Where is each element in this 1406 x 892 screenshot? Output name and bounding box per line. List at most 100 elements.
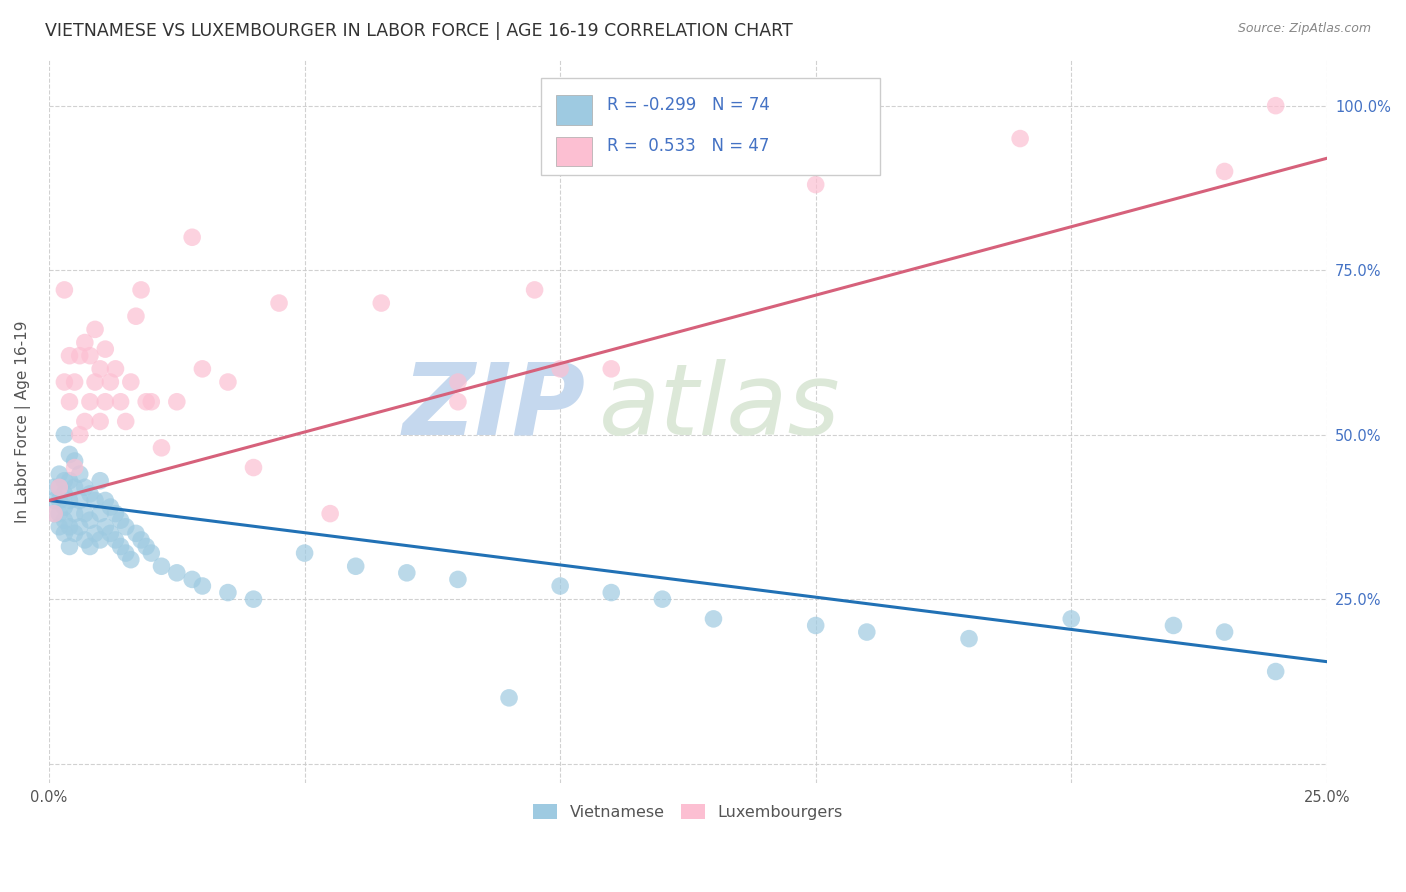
Point — [79, 513, 101, 527]
Point — [53, 487, 76, 501]
FancyBboxPatch shape — [557, 136, 592, 167]
Point — [73, 415, 96, 429]
Point — [63, 375, 86, 389]
Point — [957, 632, 980, 646]
Point — [125, 310, 148, 324]
Point — [94, 493, 117, 508]
Point — [69, 427, 91, 442]
Point — [94, 394, 117, 409]
Point — [319, 507, 342, 521]
Point — [395, 566, 418, 580]
Point — [89, 507, 111, 521]
Point — [84, 526, 107, 541]
Point — [79, 349, 101, 363]
Point — [217, 585, 239, 599]
Point — [84, 493, 107, 508]
Point — [53, 526, 76, 541]
Point — [53, 474, 76, 488]
Point — [53, 500, 76, 514]
Point — [63, 507, 86, 521]
Y-axis label: In Labor Force | Age 16-19: In Labor Force | Age 16-19 — [15, 320, 31, 523]
Point — [58, 540, 80, 554]
Point — [600, 585, 623, 599]
Text: VIETNAMESE VS LUXEMBOURGER IN LABOR FORCE | AGE 16-19 CORRELATION CHART: VIETNAMESE VS LUXEMBOURGER IN LABOR FORC… — [45, 22, 793, 40]
Point — [141, 394, 163, 409]
Point — [69, 520, 91, 534]
Point — [84, 375, 107, 389]
Point — [53, 375, 76, 389]
Text: R =  0.533   N = 47: R = 0.533 N = 47 — [607, 137, 770, 155]
Point — [150, 559, 173, 574]
Point — [120, 552, 142, 566]
Point — [94, 342, 117, 356]
Point — [1213, 625, 1236, 640]
Point — [73, 335, 96, 350]
Text: atlas: atlas — [599, 359, 841, 456]
Point — [48, 480, 70, 494]
Point — [110, 394, 132, 409]
Text: R = -0.299   N = 74: R = -0.299 N = 74 — [607, 96, 770, 114]
Point — [129, 283, 152, 297]
Point — [150, 441, 173, 455]
Point — [447, 375, 470, 389]
Point — [58, 394, 80, 409]
Point — [217, 375, 239, 389]
Point — [1163, 618, 1185, 632]
Point — [89, 474, 111, 488]
Point — [135, 540, 157, 554]
Point — [58, 349, 80, 363]
Point — [267, 296, 290, 310]
Point — [53, 427, 76, 442]
Point — [44, 480, 66, 494]
Point — [191, 362, 214, 376]
Point — [58, 474, 80, 488]
Point — [104, 533, 127, 547]
Point — [44, 493, 66, 508]
Point — [110, 513, 132, 527]
Point — [63, 526, 86, 541]
Point — [48, 507, 70, 521]
Point — [110, 540, 132, 554]
Point — [63, 454, 86, 468]
Point — [370, 296, 392, 310]
Point — [89, 362, 111, 376]
Point — [447, 394, 470, 409]
Point — [804, 618, 827, 632]
Point — [69, 349, 91, 363]
Point — [94, 520, 117, 534]
Point — [523, 283, 546, 297]
Point — [447, 573, 470, 587]
Point — [104, 362, 127, 376]
Point — [53, 513, 76, 527]
Point — [114, 520, 136, 534]
Point — [1060, 612, 1083, 626]
Point — [79, 540, 101, 554]
Point — [100, 375, 122, 389]
Point — [114, 415, 136, 429]
Point — [48, 467, 70, 482]
Point — [104, 507, 127, 521]
Point — [58, 447, 80, 461]
Point — [242, 592, 264, 607]
FancyBboxPatch shape — [541, 78, 880, 176]
Point — [58, 493, 80, 508]
Point — [166, 394, 188, 409]
Point — [600, 362, 623, 376]
Point — [129, 533, 152, 547]
Point — [100, 500, 122, 514]
Point — [498, 690, 520, 705]
Point — [100, 526, 122, 541]
Point — [702, 612, 724, 626]
Point — [114, 546, 136, 560]
Point — [1213, 164, 1236, 178]
Point — [63, 460, 86, 475]
Point — [125, 526, 148, 541]
Point — [44, 507, 66, 521]
Point — [89, 533, 111, 547]
Point — [344, 559, 367, 574]
Point — [135, 394, 157, 409]
Point — [89, 415, 111, 429]
Point — [191, 579, 214, 593]
Point — [73, 480, 96, 494]
Point — [63, 480, 86, 494]
